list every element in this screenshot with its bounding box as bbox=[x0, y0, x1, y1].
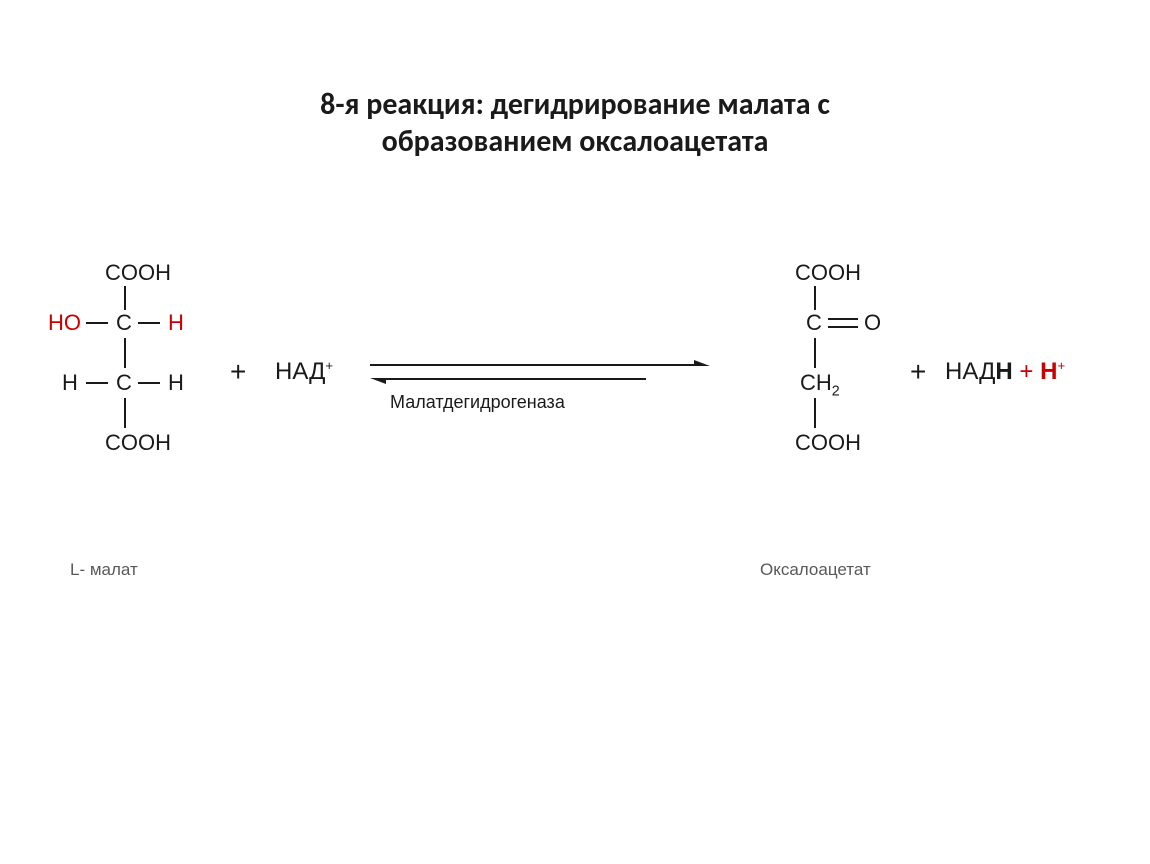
malate-c4-cooh: COOH bbox=[105, 430, 171, 456]
oaa-dbond-bot bbox=[828, 326, 858, 328]
oaa-c2: C bbox=[806, 310, 822, 336]
nad-plus: НАД+ bbox=[275, 358, 333, 386]
arrow-head-right-icon bbox=[694, 360, 710, 366]
oaa-c3-ch2: CH2 bbox=[800, 370, 840, 396]
malate-c3: C bbox=[116, 370, 132, 396]
slide-title-line1: 8-я реакция: дегидрирование малата с bbox=[0, 86, 1150, 123]
malate-c3-hL: H bbox=[62, 370, 78, 396]
malate-bond-0-1 bbox=[124, 286, 126, 310]
malate-c1-cooh: COOH bbox=[105, 260, 171, 286]
reversible-arrow bbox=[370, 360, 710, 390]
oaa-bond-2-3 bbox=[814, 398, 816, 428]
oaa-bond-0-1 bbox=[814, 286, 816, 310]
nadh-h-bold: Н bbox=[995, 358, 1012, 385]
nad-sup: + bbox=[325, 358, 333, 373]
oxaloacetate-structure: COOH C O CH2 COOH bbox=[760, 260, 930, 470]
malate-bond-h-c3 bbox=[86, 382, 108, 384]
oaa-c1-cooh: COOH bbox=[795, 260, 861, 286]
proton-h: H bbox=[1040, 358, 1057, 385]
malate-bond-c-h1 bbox=[138, 322, 160, 324]
oaa-bond-1-2 bbox=[814, 338, 816, 368]
malate-bond-c3-h bbox=[138, 382, 160, 384]
oaa-ch2-sub: 2 bbox=[832, 383, 840, 399]
malate-c2-h: H bbox=[168, 310, 184, 336]
oaa-ch-text: CH bbox=[800, 370, 832, 395]
arrow-top-line bbox=[370, 364, 694, 366]
proton-sup: + bbox=[1057, 358, 1065, 373]
plus-left: + bbox=[230, 356, 246, 388]
malate-c2-oh: HO bbox=[48, 310, 81, 336]
nadh-plus-sep: + bbox=[1013, 358, 1040, 385]
plus-right: + bbox=[910, 356, 926, 388]
oaa-c2-o: O bbox=[864, 310, 881, 336]
arrow-bottom-line bbox=[386, 378, 646, 380]
slide-title-line2: образованием оксалоацетата bbox=[0, 123, 1150, 160]
enzyme-label: Малатдегидрогеназа bbox=[390, 392, 565, 413]
slide: 8-я реакция: дегидрирование малата с обр… bbox=[0, 0, 1150, 864]
nad-text: НАД bbox=[275, 358, 325, 385]
oaa-c4-cooh: COOH bbox=[795, 430, 861, 456]
oaa-dbond-top bbox=[828, 318, 858, 320]
malate-label: L- малат bbox=[70, 560, 138, 580]
nadh-h-plus: НАДН + H+ bbox=[945, 358, 1065, 386]
malate-bond-ho-c bbox=[86, 322, 108, 324]
nadh-prefix: НАД bbox=[945, 358, 995, 385]
malate-structure: COOH HO C H H C H COOH bbox=[30, 260, 230, 470]
malate-bond-2-3 bbox=[124, 398, 126, 428]
malate-c3-hR: H bbox=[168, 370, 184, 396]
arrow-head-left-icon bbox=[370, 378, 386, 384]
oxaloacetate-label: Оксалоацетат bbox=[760, 560, 871, 580]
malate-c2: C bbox=[116, 310, 132, 336]
malate-bond-1-2 bbox=[124, 338, 126, 368]
